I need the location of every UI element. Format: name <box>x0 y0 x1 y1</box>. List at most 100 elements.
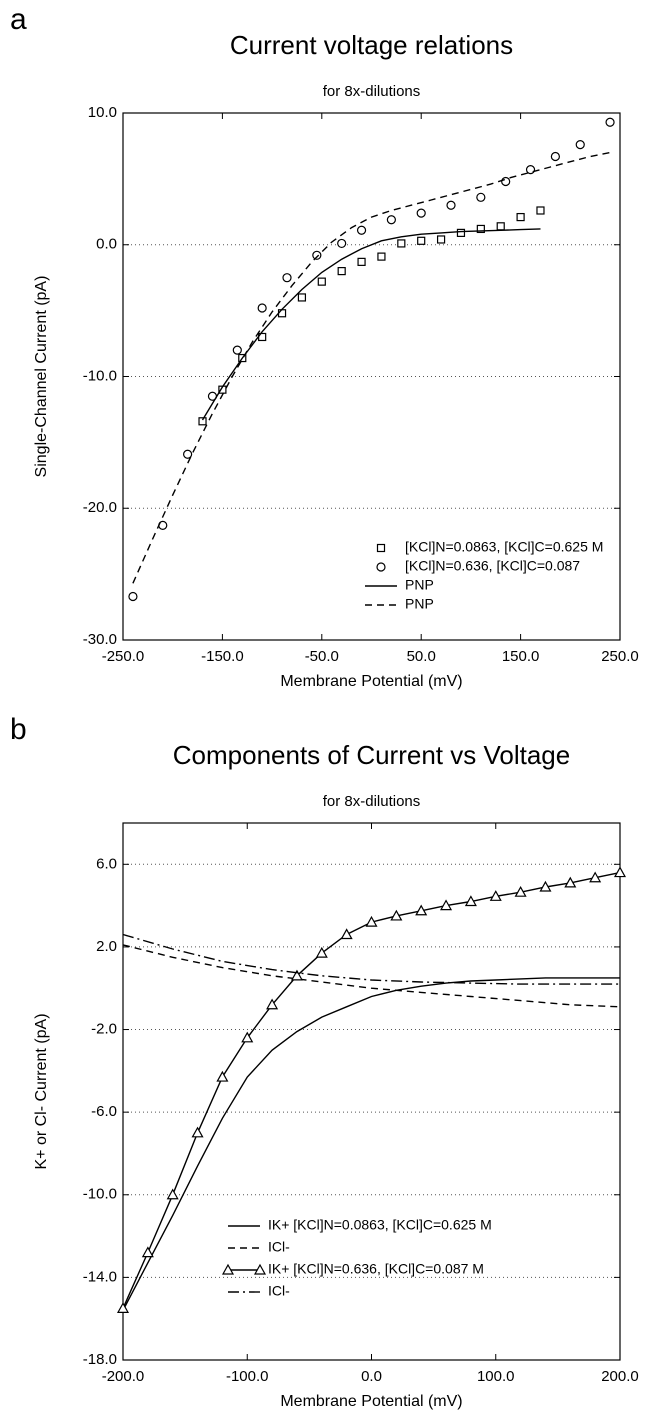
legend-label: IK+ [KCl]N=0.0863, [KCl]C=0.625 M <box>268 1217 492 1233</box>
y-tick-label: 6.0 <box>96 855 117 872</box>
chart-title: Current voltage relations <box>230 30 513 60</box>
y-tick-label: 2.0 <box>96 938 117 955</box>
square-marker <box>377 252 386 261</box>
circle-marker <box>282 273 292 283</box>
circle-marker <box>386 215 396 225</box>
circle-marker <box>376 562 386 572</box>
triangle-marker <box>539 880 552 892</box>
series-line <box>122 933 620 985</box>
x-tick-label: -250.0 <box>102 648 145 665</box>
triangle-marker <box>221 1263 235 1275</box>
triangle-marker <box>241 1031 254 1043</box>
x-tick-label: 250.0 <box>601 648 639 665</box>
square-marker <box>436 235 446 244</box>
square-marker <box>476 224 485 234</box>
circle-marker <box>128 591 138 602</box>
series-line <box>122 977 620 1311</box>
triangle-marker <box>266 998 279 1010</box>
square-marker <box>417 236 426 245</box>
triangle-marker <box>564 876 577 888</box>
circle-marker <box>257 303 267 313</box>
x-tick-label: -150.0 <box>201 648 244 665</box>
y-tick-label: -14.0 <box>83 1268 117 1285</box>
triangle-marker <box>340 928 353 940</box>
triangle-marker <box>440 899 453 911</box>
triangle-marker <box>315 946 328 958</box>
square-marker <box>277 309 287 318</box>
circle-marker <box>550 151 560 162</box>
y-tick-label: -20.0 <box>83 499 117 516</box>
triangle-marker <box>514 885 527 897</box>
panel-label: a <box>10 3 27 36</box>
x-tick-label: 100.0 <box>477 1368 515 1385</box>
square-marker <box>357 257 366 266</box>
square-marker <box>337 267 346 276</box>
square-marker <box>376 543 386 553</box>
circle-marker <box>337 238 347 249</box>
triangle-marker <box>191 1126 204 1138</box>
triangle-marker <box>116 1302 130 1313</box>
y-tick-label: -10.0 <box>83 1186 117 1203</box>
circle-marker <box>312 250 322 260</box>
triangle-marker <box>489 890 502 901</box>
legend-label: PNP <box>405 596 434 612</box>
y-tick-label: -2.0 <box>91 1021 117 1038</box>
y-tick-label: 10.0 <box>88 104 117 121</box>
legend-label: [KCl]N=0.636, [KCl]C=0.087 <box>405 558 580 574</box>
square-marker <box>317 277 326 286</box>
circle-marker <box>501 176 511 187</box>
chart-subtitle: for 8x-dilutions <box>323 793 421 810</box>
y-tick-label: -10.0 <box>83 367 117 384</box>
y-axis-label: K+ or Cl- Current (pA) <box>33 1013 50 1169</box>
legend-label: PNP <box>405 577 434 593</box>
y-tick-label: -18.0 <box>83 1351 117 1368</box>
legend-label: [KCl]N=0.0863, [KCl]C=0.625 M <box>405 539 603 555</box>
legend-label: ICl- <box>268 1283 290 1299</box>
circle-marker <box>525 165 536 175</box>
plot-frame <box>122 112 621 641</box>
square-marker <box>198 417 207 426</box>
x-tick-label: -200.0 <box>102 1368 145 1385</box>
legend-label: IK+ [KCl]N=0.636, [KCl]C=0.087 M <box>268 1261 484 1277</box>
square-marker <box>516 212 525 222</box>
panel-label: b <box>10 713 27 746</box>
x-tick-label: 50.0 <box>407 648 436 665</box>
chart-subtitle: for 8x-dilutions <box>323 83 421 100</box>
circle-marker <box>476 192 486 202</box>
plot-frame <box>122 822 621 1361</box>
triangle-marker <box>589 871 602 883</box>
square-marker <box>536 206 545 215</box>
triangle-marker <box>141 1246 154 1258</box>
circle-marker <box>605 117 615 127</box>
circle-marker <box>446 200 456 210</box>
square-marker <box>397 239 406 248</box>
triangle-marker <box>415 904 428 916</box>
y-tick-label: 0.0 <box>96 236 117 253</box>
y-axis-label: Single-Channel Current (pA) <box>33 276 50 478</box>
square-marker <box>456 228 466 237</box>
circle-marker <box>575 140 585 150</box>
chart-title: Components of Current vs Voltage <box>173 740 570 770</box>
square-marker <box>297 293 307 302</box>
triangle-marker <box>390 909 403 921</box>
triangle-marker <box>253 1263 267 1275</box>
series-line <box>122 944 621 1008</box>
triangle-marker <box>166 1188 179 1200</box>
square-marker <box>496 222 505 231</box>
circle-marker <box>356 225 367 235</box>
x-tick-label: -50.0 <box>305 648 339 665</box>
y-tick-label: -6.0 <box>91 1103 117 1120</box>
triangle-marker <box>216 1070 229 1082</box>
legend-label: ICl- <box>268 1239 290 1255</box>
triangle-marker <box>290 969 303 981</box>
series-line <box>201 228 541 421</box>
series-line <box>132 151 611 584</box>
triangle-marker <box>464 895 477 907</box>
circle-marker <box>416 208 426 218</box>
circle-marker <box>183 449 193 459</box>
x-tick-label: -100.0 <box>226 1368 269 1385</box>
x-axis-label: Membrane Potential (mV) <box>280 1393 462 1410</box>
